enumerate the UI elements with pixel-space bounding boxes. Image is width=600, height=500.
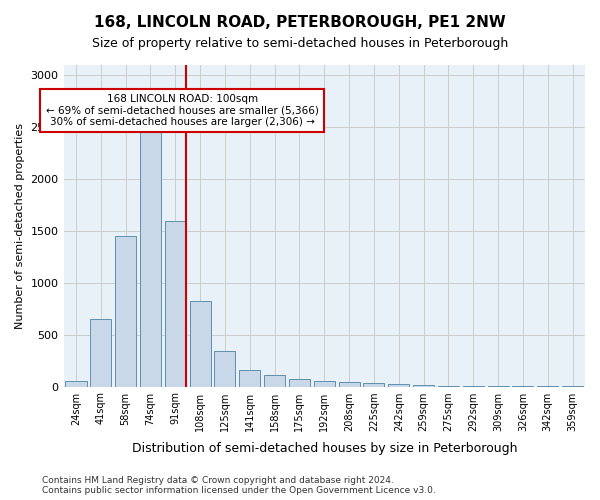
Text: 168 LINCOLN ROAD: 100sqm
← 69% of semi-detached houses are smaller (5,366)
30% o: 168 LINCOLN ROAD: 100sqm ← 69% of semi-d…: [46, 94, 319, 127]
Bar: [115, 236, 136, 386]
Text: Size of property relative to semi-detached houses in Peterborough: Size of property relative to semi-detach…: [92, 38, 508, 51]
Bar: [239, 370, 260, 386]
Bar: [90, 319, 112, 386]
X-axis label: Distribution of semi-detached houses by size in Peterborough: Distribution of semi-detached houses by …: [131, 442, 517, 455]
Bar: [338, 382, 359, 386]
Bar: [214, 352, 235, 386]
Bar: [388, 384, 409, 386]
Bar: [289, 378, 310, 386]
Text: Contains HM Land Registry data © Crown copyright and database right 2024.
Contai: Contains HM Land Registry data © Crown c…: [42, 476, 436, 495]
Bar: [140, 127, 161, 386]
Bar: [165, 220, 186, 386]
Text: 168, LINCOLN ROAD, PETERBOROUGH, PE1 2NW: 168, LINCOLN ROAD, PETERBOROUGH, PE1 2NW: [94, 15, 506, 30]
Y-axis label: Number of semi-detached properties: Number of semi-detached properties: [15, 123, 25, 329]
Bar: [314, 382, 335, 386]
Bar: [264, 375, 285, 386]
Bar: [190, 302, 211, 386]
Bar: [364, 384, 385, 386]
Bar: [65, 382, 86, 386]
